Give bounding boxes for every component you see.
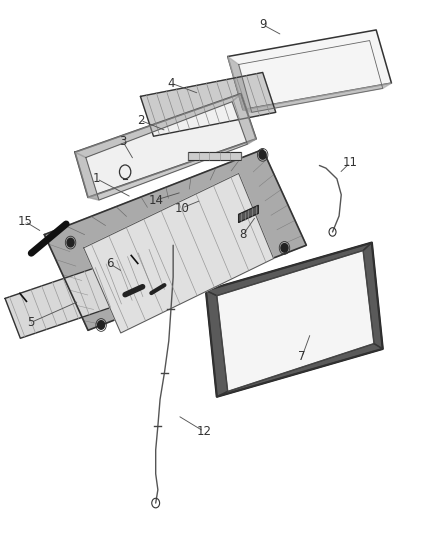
Circle shape [259,151,266,159]
Polygon shape [228,30,392,110]
Polygon shape [88,139,256,200]
Polygon shape [75,152,99,200]
Text: 15: 15 [17,215,32,228]
Polygon shape [141,72,276,136]
Polygon shape [228,56,252,112]
Polygon shape [75,94,256,197]
Polygon shape [5,248,169,338]
Polygon shape [206,290,228,397]
Polygon shape [363,243,383,349]
Polygon shape [206,243,372,296]
Circle shape [98,321,105,329]
Circle shape [281,244,288,252]
Text: 6: 6 [106,257,113,270]
Polygon shape [75,94,241,158]
Text: 1: 1 [93,172,100,185]
Text: 4: 4 [167,77,175,90]
Polygon shape [232,94,256,144]
Text: 7: 7 [298,350,306,364]
Polygon shape [188,152,241,160]
Polygon shape [243,83,392,112]
Text: 14: 14 [148,193,163,207]
Polygon shape [217,344,383,397]
Circle shape [67,238,74,247]
Text: 12: 12 [196,425,211,438]
Text: 11: 11 [343,156,357,169]
Polygon shape [44,150,306,330]
Polygon shape [84,173,274,333]
Polygon shape [239,205,258,222]
Text: 5: 5 [28,316,35,329]
Text: 10: 10 [174,201,189,214]
Text: 8: 8 [239,228,247,241]
Polygon shape [206,243,383,397]
Text: 9: 9 [259,18,266,31]
Text: 3: 3 [119,135,127,148]
Text: 2: 2 [137,114,144,127]
